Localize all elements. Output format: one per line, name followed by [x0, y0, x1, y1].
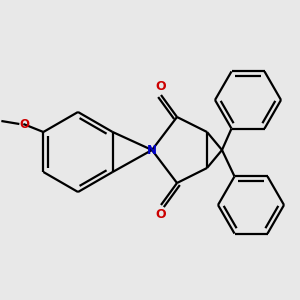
- Text: O: O: [20, 118, 29, 130]
- Text: N: N: [147, 143, 157, 157]
- Text: O: O: [156, 80, 166, 92]
- Text: O: O: [156, 208, 166, 220]
